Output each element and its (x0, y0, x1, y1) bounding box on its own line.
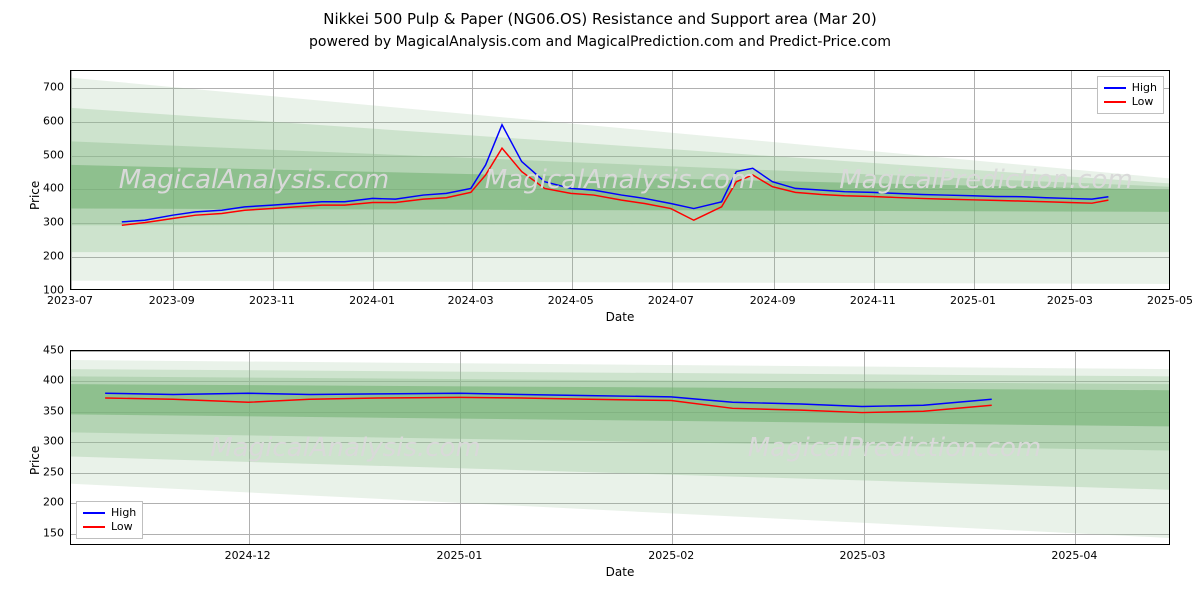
ytick-label: 500 (43, 148, 70, 161)
legend-item: Low (83, 520, 136, 534)
xtick-label: 2025-04 (1051, 545, 1097, 562)
ytick-label: 250 (43, 465, 70, 478)
ytick-label: 400 (43, 374, 70, 387)
figure: Nikkei 500 Pulp & Paper (NG06.OS) Resist… (0, 0, 1200, 600)
top-plot-area: MagicalAnalysis.comMagicalAnalysis.comMa… (70, 70, 1170, 290)
xtick-label: 2025-03 (1047, 290, 1093, 307)
xtick-label: 2025-02 (648, 545, 694, 562)
xtick-label: 2025-05 (1147, 290, 1193, 307)
ytick-label: 450 (43, 344, 70, 357)
xtick-label: 2024-01 (349, 290, 395, 307)
legend-swatch (1104, 101, 1126, 103)
ytick-label: 150 (43, 526, 70, 539)
ytick-label: 300 (43, 435, 70, 448)
xtick-label: 2025-03 (840, 545, 886, 562)
xtick-label: 2024-09 (750, 290, 796, 307)
xtick-label: 2024-03 (448, 290, 494, 307)
xtick-label: 2024-07 (648, 290, 694, 307)
bottom-legend: HighLow (76, 501, 143, 539)
legend-item: High (83, 506, 136, 520)
legend-swatch (1104, 87, 1126, 89)
chart-title: Nikkei 500 Pulp & Paper (NG06.OS) Resist… (0, 10, 1200, 28)
ytick-label: 300 (43, 216, 70, 229)
ytick-label: 400 (43, 182, 70, 195)
xtick-label: 2025-01 (436, 545, 482, 562)
top-axes: Price MagicalAnalysis.comMagicalAnalysis… (70, 70, 1170, 290)
xtick-label: 2024-12 (225, 545, 271, 562)
ytick-label: 700 (43, 80, 70, 93)
ytick-label: 200 (43, 250, 70, 263)
legend-label: Low (111, 520, 133, 534)
top-xlabel: Date (70, 310, 1170, 324)
xtick-label: 2023-07 (47, 290, 93, 307)
chart-subtitle: powered by MagicalAnalysis.com and Magic… (0, 34, 1200, 50)
bottom-ylabel: Price (28, 446, 42, 475)
bottom-axes: Price MagicalAnalysis.comMagicalPredicti… (70, 350, 1170, 545)
bottom-plot-area: MagicalAnalysis.comMagicalPrediction.com (70, 350, 1170, 545)
xtick-label: 2024-05 (548, 290, 594, 307)
xtick-label: 2025-01 (950, 290, 996, 307)
ytick-label: 200 (43, 496, 70, 509)
xtick-label: 2023-09 (149, 290, 195, 307)
svg-layer (71, 71, 1169, 289)
top-legend: HighLow (1097, 76, 1164, 114)
legend-item: High (1104, 81, 1157, 95)
ytick-label: 600 (43, 114, 70, 127)
legend-label: High (1132, 81, 1157, 95)
svg-layer (71, 351, 1169, 544)
legend-item: Low (1104, 95, 1157, 109)
top-ylabel: Price (28, 181, 42, 210)
bottom-xlabel: Date (70, 565, 1170, 579)
legend-label: High (111, 506, 136, 520)
xtick-label: 2024-11 (850, 290, 896, 307)
legend-swatch (83, 526, 105, 528)
ytick-label: 350 (43, 404, 70, 417)
legend-label: Low (1132, 95, 1154, 109)
xtick-label: 2023-11 (249, 290, 295, 307)
legend-swatch (83, 512, 105, 514)
